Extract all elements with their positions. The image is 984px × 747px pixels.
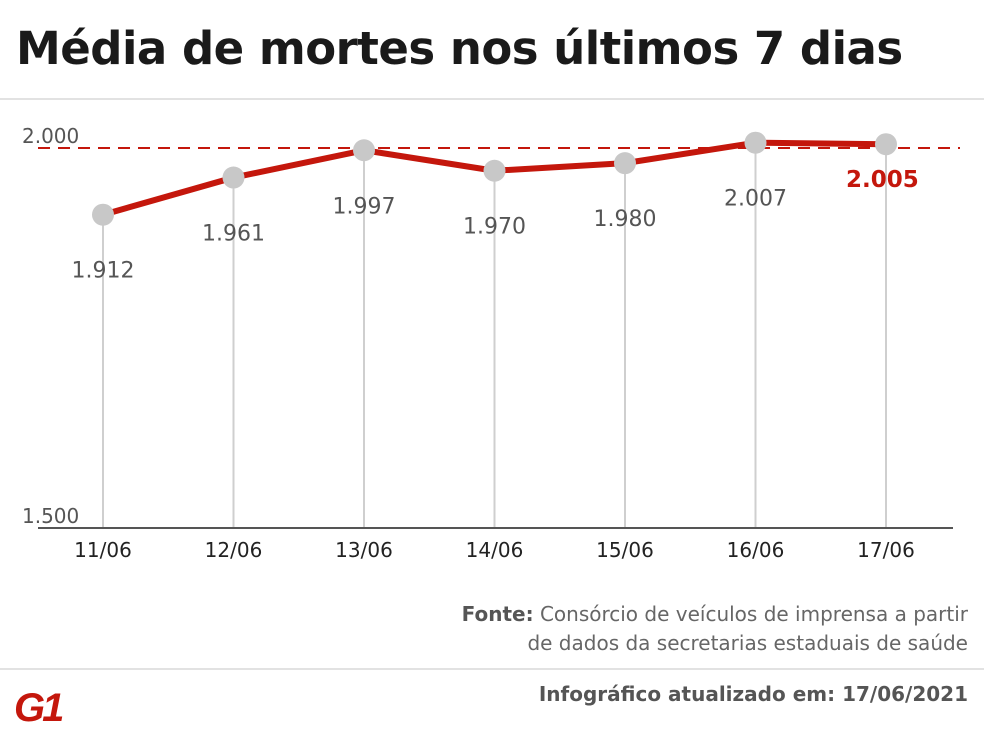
x-tick-label: 13/06 (335, 538, 393, 562)
updated-note: Infográfico atualizado em: 17/06/2021 (538, 682, 968, 706)
data-label: 1.912 (72, 259, 135, 284)
g1-logo: G1 (14, 688, 66, 724)
data-label: 1.961 (202, 222, 265, 247)
x-tick-label: 15/06 (596, 538, 654, 562)
source-label: Fonte: (461, 602, 534, 626)
svg-text:G1: G1 (14, 688, 63, 724)
chart-title: Média de mortes nos últimos 7 dias (16, 22, 903, 75)
x-tick-label: 14/06 (466, 538, 524, 562)
title-divider (0, 98, 984, 100)
data-point (222, 166, 245, 189)
x-tick-label: 11/06 (74, 538, 132, 562)
x-tick-label: 12/06 (205, 538, 263, 562)
source-line-2: de dados da secretarias estaduais de saú… (527, 631, 968, 655)
data-point (92, 203, 114, 226)
source-note: Fonte: Consórcio de veículos de imprensa… (462, 600, 968, 658)
data-point (744, 131, 767, 154)
source-line-1: Consórcio de veículos de imprensa a part… (539, 602, 968, 626)
x-tick-label: 16/06 (727, 538, 785, 562)
line-chart: 1.500 2.000 1.912 1.961 1.997 1.970 1.980 2.007… (22, 124, 960, 562)
footer-divider (0, 668, 984, 670)
y-tick-label: 2.000 (22, 124, 79, 148)
x-tick-label: 17/06 (857, 538, 915, 562)
data-label: 1.980 (594, 207, 657, 232)
data-label: 2.007 (724, 187, 787, 212)
data-label: 1.970 (463, 215, 526, 240)
data-label: 1.997 (333, 194, 396, 219)
data-label: 2.005 (846, 167, 919, 193)
data-point (483, 159, 506, 182)
y-tick-label: 1.500 (22, 504, 79, 528)
data-point (353, 139, 375, 162)
data-point (614, 152, 636, 175)
data-point (875, 133, 897, 156)
